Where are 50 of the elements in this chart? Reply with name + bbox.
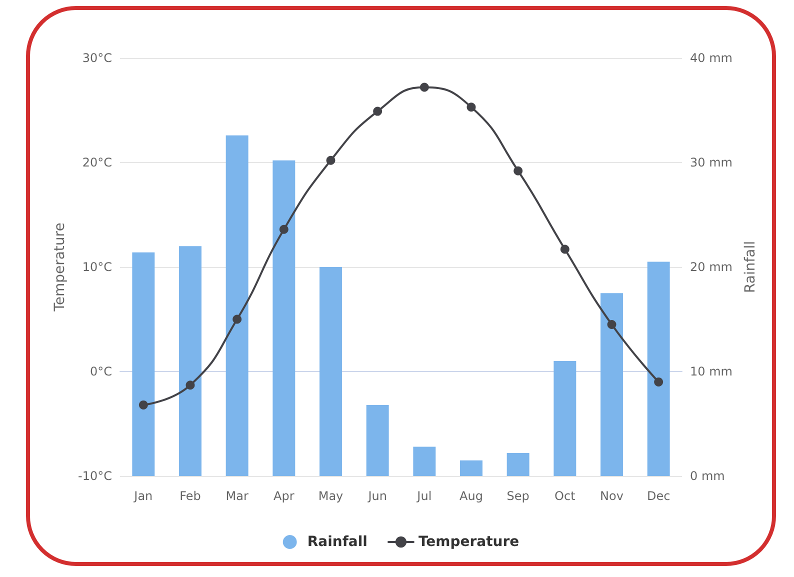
y2-tick-label: 40 mm (690, 51, 732, 65)
bar (366, 404, 389, 476)
y-tick-label: 0°C (90, 364, 112, 378)
legend-label: Rainfall (307, 534, 368, 550)
point (186, 380, 195, 390)
point (654, 377, 664, 386)
y2-tick-label: 0 mm (690, 469, 725, 483)
bar (320, 267, 342, 476)
x-tick-label: Aug (460, 489, 483, 503)
x-tick-label: Oct (554, 489, 576, 503)
x-tick-label: Mar (226, 489, 248, 503)
point (514, 166, 523, 176)
bar (226, 135, 248, 476)
y-tick-label: -10°C (78, 469, 112, 483)
bar (460, 460, 482, 476)
bar (179, 246, 202, 476)
x-tick-label: Apr (274, 489, 294, 503)
x-tick-label: Jun (367, 489, 387, 503)
point (232, 314, 242, 324)
point (466, 102, 476, 112)
x-tick-label: Jul (416, 489, 432, 503)
point (138, 400, 148, 410)
y-tick-label: 20°C (82, 156, 112, 170)
point (373, 106, 382, 116)
point (420, 82, 429, 92)
x-tick-label: Nov (600, 489, 624, 503)
bar (413, 446, 436, 476)
x-tick-label: May (318, 489, 344, 503)
bar (554, 361, 576, 476)
bar (647, 262, 670, 476)
point (279, 224, 288, 234)
y-tick-label: 10°C (82, 260, 112, 274)
point (560, 244, 570, 254)
point (607, 320, 616, 329)
bar (506, 453, 530, 476)
y2-tick-label: 10 mm (690, 364, 732, 378)
y2-tick-label: 20 mm (690, 260, 732, 274)
x-tick-label: Sep (506, 489, 530, 503)
bar (132, 252, 155, 476)
bar (272, 160, 296, 476)
x-tick-label: Feb (180, 489, 201, 503)
y2-axis-title: Rainfall (742, 240, 758, 294)
y-axis-title: Temperature (52, 222, 68, 312)
y2-tick-label: 30 mm (690, 156, 732, 170)
x-tick-label: Dec (646, 489, 670, 503)
bar (600, 293, 623, 476)
y-tick-label: 30°C (82, 51, 112, 65)
point (326, 156, 336, 165)
x-tick-label: Jan (133, 489, 153, 503)
legend-label: Temperature (418, 534, 520, 550)
